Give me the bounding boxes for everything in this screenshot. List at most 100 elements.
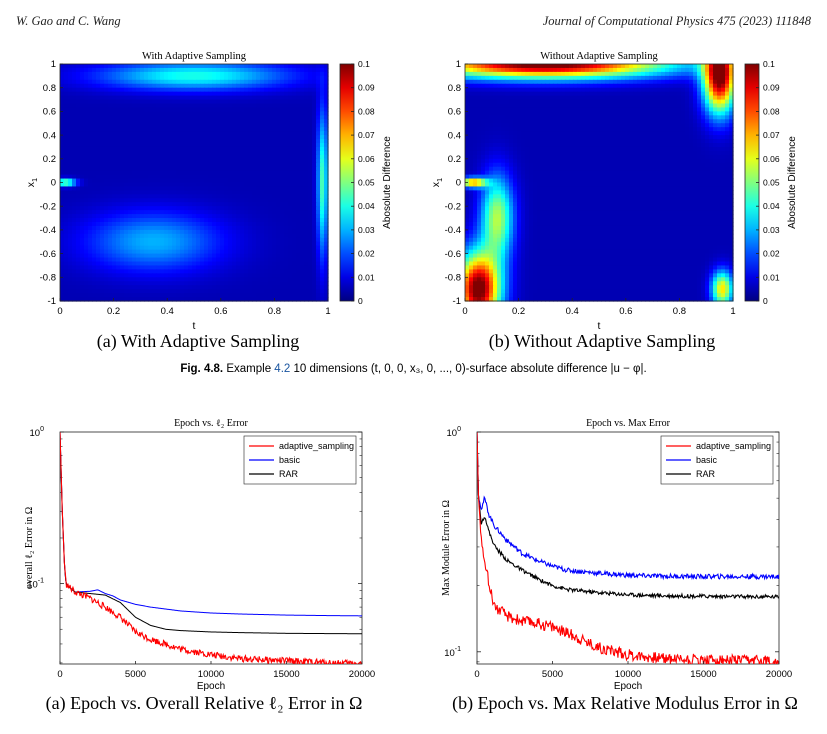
- y-tick-label: -0.6: [40, 249, 56, 260]
- y-tick-label: -1: [453, 296, 461, 307]
- x-tick-label: 10000: [198, 669, 224, 680]
- x-tick-label: 15000: [690, 669, 716, 680]
- x-tick-label: 0: [57, 669, 62, 680]
- x-axis-ticks: 0 5000 10000 15000 20000: [57, 661, 375, 680]
- colorbar-tick-label: 0.04: [763, 201, 780, 211]
- y-tick-label: -0.6: [445, 249, 461, 260]
- y-tick-label: 0.4: [448, 130, 461, 141]
- y-tick-label: -0.8: [445, 273, 461, 284]
- x-tick-label: 0.8: [268, 306, 281, 317]
- y-axis-ticks: 100 10-1: [444, 426, 779, 659]
- y-axis-label: x1: [430, 178, 444, 187]
- chart-title: Epoch vs. Max Error: [586, 418, 671, 429]
- y-tick-label: 0.6: [448, 107, 461, 118]
- series-line-adaptive_sampling: [60, 432, 362, 664]
- y-tick-label: 100: [30, 426, 45, 439]
- x-axis-ticks: 0 5000 10000 15000 20000: [474, 661, 792, 680]
- colorbar-tick-label: 0.01: [763, 272, 780, 282]
- x-axis-label: t: [598, 320, 601, 332]
- running-header-journal: Journal of Computational Physics 475 (20…: [542, 14, 811, 28]
- x-tick-label: 0.2: [107, 306, 120, 317]
- legend-label-RAR: RAR: [696, 469, 716, 479]
- y-axis-ticks: -1 -0.8 -0.6 -0.4 -0.2 0 0.2 0.4 0.6 0.8 1: [40, 59, 63, 307]
- y-tick-label: 1: [51, 59, 56, 70]
- x-axis-ticks: 0 0.2 0.4 0.6 0.8 1: [462, 298, 736, 317]
- x-tick-label: 15000: [273, 669, 299, 680]
- colorbar-tick-label: 0: [763, 296, 768, 306]
- colorbar-tick-label: 0.08: [358, 106, 375, 116]
- y-tick-label: 0.8: [43, 83, 56, 94]
- running-header-authors: W. Gao and C. Wang: [16, 14, 121, 28]
- y-tick-label: -0.8: [40, 273, 56, 284]
- y-tick-label: -1: [48, 296, 56, 307]
- caption-pre: Example: [226, 363, 272, 375]
- y-tick-label: 0.8: [448, 83, 461, 94]
- y-axis-label: overall ℓ₂ Error in Ω: [24, 507, 35, 589]
- heatmap-field: [60, 64, 329, 302]
- x-tick-label: 20000: [766, 669, 792, 680]
- chart-title: Without Adaptive Sampling: [540, 51, 658, 62]
- colorbar-tick-label: 0.05: [358, 178, 375, 188]
- x-tick-label: 1: [325, 306, 330, 317]
- x-tick-label: 0: [474, 669, 479, 680]
- y-tick-label: 100: [447, 426, 462, 439]
- series-line-RAR: [477, 432, 779, 601]
- subcaption-4-8-a: (a) With Adaptive Sampling: [96, 331, 300, 351]
- x-tick-label: 0.6: [619, 306, 632, 317]
- colorbar-tick-label: 0.1: [763, 59, 775, 69]
- colorbar-tick-label: 0.05: [763, 178, 780, 188]
- series-group: [477, 432, 779, 664]
- x-tick-label: 0: [462, 306, 467, 317]
- y-tick-label: -0.2: [445, 201, 461, 212]
- y-tick-label: -0.4: [445, 225, 461, 236]
- x-tick-label: 20000: [349, 669, 375, 680]
- legend-label-adaptive_sampling: adaptive_sampling: [696, 441, 771, 451]
- y-tick-label: -0.2: [40, 201, 56, 212]
- x-tick-label: 5000: [125, 669, 146, 680]
- legend-label-basic: basic: [696, 455, 718, 465]
- y-tick-label: 0: [51, 178, 56, 189]
- y-axis-label: Max Module Error in Ω: [441, 500, 452, 596]
- y-tick-label: 0: [456, 178, 461, 189]
- y-tick-label: 1: [456, 59, 461, 70]
- x-tick-label: 1: [730, 306, 735, 317]
- heatmap-without-adaptive-sampling: Without Adaptive Sampling 0 0.2 0.4 0.6 0.8 1 -…: [430, 51, 798, 332]
- x-axis-label: Epoch: [197, 681, 225, 692]
- colorbar-tick-label: 0.03: [763, 225, 780, 235]
- x-tick-label: 10000: [615, 669, 641, 680]
- series-line-basic: [477, 432, 779, 581]
- colorbar-tick-label: 0.03: [358, 225, 375, 235]
- y-tick-label: -0.4: [40, 225, 56, 236]
- series-line-basic: [60, 432, 362, 617]
- colorbar-ticks: 0 0.01 0.02 0.03 0.04 0.05 0.06 0.07 0.08 0.09 0.1: [351, 59, 375, 306]
- line-chart-max-error: Epoch vs. Max Error 0 5000 10000 15000 20000 1…: [441, 418, 792, 692]
- heatmap-field: [465, 64, 734, 302]
- y-axis-ticks: 100 10-1: [27, 426, 362, 591]
- x-tick-label: 0.6: [214, 306, 227, 317]
- colorbar-tick-label: 0.06: [763, 154, 780, 164]
- colorbar-label: Abosolute Difference: [382, 136, 393, 229]
- colorbar-tick-label: 0.06: [358, 154, 375, 164]
- colorbar-tick-label: 0.01: [358, 272, 375, 282]
- colorbar-label: Abosolute Difference: [787, 136, 798, 229]
- colorbar-tick-label: 0: [358, 296, 363, 306]
- series-group: [60, 432, 362, 664]
- legend-label-basic: basic: [279, 455, 301, 465]
- y-axis-label: x1: [25, 178, 39, 187]
- colorbar-tick-label: 0.07: [358, 130, 375, 140]
- x-axis-ticks: 0 0.2 0.4 0.6 0.8 1: [57, 298, 331, 317]
- y-tick-label: 0.2: [448, 154, 461, 165]
- colorbar-tick-label: 0.09: [358, 83, 375, 93]
- y-tick-label: 0.2: [43, 154, 56, 165]
- figure-label: Fig. 4.8.: [180, 363, 224, 375]
- x-tick-label: 5000: [542, 669, 563, 680]
- subcaption-4-9-b: (b) Epoch vs. Max Relative Modulus Error…: [452, 693, 798, 713]
- example-ref-link[interactable]: 4.2: [274, 363, 291, 375]
- chart-title: Epoch vs. ℓ₂ Error: [174, 418, 248, 429]
- colorbar-tick-label: 0.04: [358, 201, 375, 211]
- colorbar-tick-label: 0.08: [763, 106, 780, 116]
- legend-label-RAR: RAR: [279, 469, 299, 479]
- colorbar-tick-label: 0.1: [358, 59, 370, 69]
